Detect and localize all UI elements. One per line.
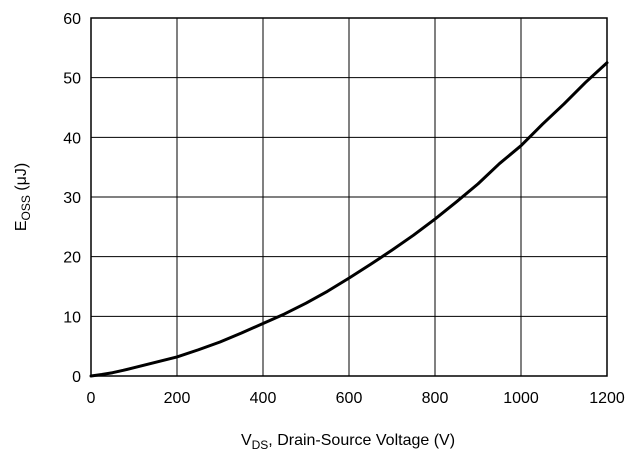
x-tick-labels: 0 200 400 600 800 1000 1200	[87, 390, 625, 407]
y-tick-label: 10	[63, 309, 81, 326]
x-tick-label: 1200	[589, 390, 625, 407]
x-tick-label: 200	[164, 390, 191, 407]
y-tick-label: 40	[63, 130, 81, 147]
x-tick-label: 400	[250, 390, 277, 407]
y-axis-label-rest: (μJ)	[13, 163, 30, 195]
x-tick-label: 1000	[503, 390, 539, 407]
x-axis-label-rest: , Drain-Source Voltage (V)	[268, 432, 455, 449]
y-tick-label: 20	[63, 250, 81, 267]
x-axis-label-main: V	[241, 432, 252, 449]
y-axis-label-main: E	[13, 221, 30, 232]
y-tick-label: 60	[63, 11, 81, 28]
grid	[90, 17, 608, 377]
y-tick-label: 50	[63, 71, 81, 88]
x-tick-label: 600	[336, 390, 363, 407]
plot-frame	[90, 17, 608, 377]
y-tick-labels: 0 10 20 30 40 50 60	[63, 11, 81, 386]
x-axis-label: VDS, Drain-Source Voltage (V)	[241, 432, 455, 451]
y-axis-label-sub: OSS	[19, 195, 33, 220]
x-tick-label: 0	[87, 390, 96, 407]
eoss-curve	[89, 61, 609, 378]
y-axis-label: EOSS (μJ)	[13, 163, 33, 231]
y-tick-label: 30	[63, 190, 81, 207]
x-tick-label: 800	[422, 390, 449, 407]
y-tick-label: 0	[72, 369, 81, 386]
x-axis-label-sub: DS	[252, 438, 269, 451]
